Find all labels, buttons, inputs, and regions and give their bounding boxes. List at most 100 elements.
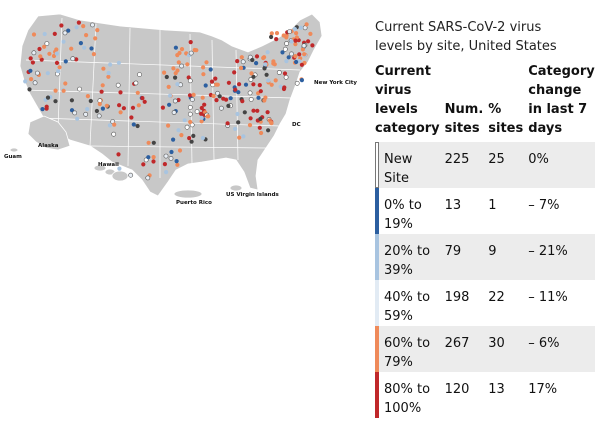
site-dot[interactable] <box>266 78 271 83</box>
site-dot[interactable] <box>168 155 174 161</box>
site-dot[interactable] <box>274 37 279 42</box>
site-dot[interactable] <box>146 140 151 145</box>
site-dot[interactable] <box>215 90 220 96</box>
site-dot[interactable] <box>242 110 247 115</box>
site-dot[interactable] <box>112 122 117 127</box>
site-dot[interactable] <box>32 80 38 86</box>
site-dot[interactable] <box>191 92 196 97</box>
site-dot[interactable] <box>257 125 262 130</box>
site-dot[interactable] <box>273 78 278 83</box>
site-dot[interactable] <box>237 82 242 87</box>
site-dot[interactable] <box>42 44 47 49</box>
site-dot[interactable] <box>130 105 136 110</box>
site-dot[interactable] <box>241 134 246 139</box>
site-dot[interactable] <box>240 99 245 104</box>
site-dot[interactable] <box>256 95 261 100</box>
site-dot[interactable] <box>176 128 181 133</box>
site-dot[interactable] <box>243 82 249 87</box>
site-dot[interactable] <box>199 105 204 111</box>
site-dot[interactable] <box>238 65 244 71</box>
site-dot[interactable] <box>108 62 113 67</box>
site-dot[interactable] <box>176 60 181 65</box>
site-dot[interactable] <box>89 46 94 51</box>
site-dot[interactable] <box>200 95 205 100</box>
site-dot[interactable] <box>310 43 315 48</box>
site-dot[interactable] <box>151 155 156 160</box>
site-dot[interactable] <box>121 106 126 111</box>
site-dot[interactable] <box>265 110 270 115</box>
site-dot[interactable] <box>171 110 177 115</box>
site-dot[interactable] <box>118 90 123 95</box>
site-dot[interactable] <box>263 62 268 67</box>
site-dot[interactable] <box>171 137 176 142</box>
site-dot[interactable] <box>82 45 87 50</box>
site-dot[interactable] <box>28 68 33 73</box>
site-dot[interactable] <box>75 116 80 121</box>
site-dot[interactable] <box>264 72 269 77</box>
site-dot[interactable] <box>232 70 237 75</box>
site-dot[interactable] <box>97 101 102 107</box>
site-dot[interactable] <box>282 46 288 52</box>
site-dot[interactable] <box>53 99 58 104</box>
site-dot[interactable] <box>284 59 289 64</box>
site-dot[interactable] <box>116 152 121 157</box>
site-dot[interactable] <box>137 72 142 77</box>
site-dot[interactable] <box>294 30 299 36</box>
site-dot[interactable] <box>299 78 304 83</box>
site-dot[interactable] <box>94 108 99 114</box>
site-dot[interactable] <box>106 70 111 76</box>
site-map[interactable]: Guam Alaska Hawaii Puerto Rico US Virgin… <box>0 0 365 438</box>
site-dot[interactable] <box>235 59 240 64</box>
site-dot[interactable] <box>62 30 68 36</box>
site-dot[interactable] <box>293 38 298 43</box>
site-dot[interactable] <box>128 172 134 178</box>
site-dot[interactable] <box>129 115 134 120</box>
site-dot[interactable] <box>93 36 98 41</box>
site-dot[interactable] <box>217 94 222 99</box>
site-dot[interactable] <box>78 41 83 46</box>
site-dot[interactable] <box>160 105 165 110</box>
site-dot[interactable] <box>187 93 193 98</box>
site-dot[interactable] <box>38 54 43 59</box>
site-dot[interactable] <box>189 97 195 102</box>
site-dot[interactable] <box>239 55 244 60</box>
site-dot[interactable] <box>280 50 285 55</box>
site-dot[interactable] <box>29 77 34 82</box>
site-dot[interactable] <box>151 159 156 164</box>
site-dot[interactable] <box>27 87 32 92</box>
site-dot[interactable] <box>192 47 197 53</box>
site-dot[interactable] <box>83 111 89 117</box>
site-dot[interactable] <box>107 123 112 128</box>
site-dot[interactable] <box>294 80 300 86</box>
site-dot[interactable] <box>175 82 180 87</box>
site-dot[interactable] <box>133 80 139 86</box>
site-dot[interactable] <box>167 93 173 98</box>
site-dot[interactable] <box>136 103 141 108</box>
site-dot[interactable] <box>63 59 68 64</box>
site-dot[interactable] <box>72 110 78 116</box>
site-dot[interactable] <box>88 98 93 104</box>
site-dot[interactable] <box>289 51 294 57</box>
site-dot[interactable] <box>61 39 66 44</box>
site-dot[interactable] <box>194 109 200 114</box>
site-dot[interactable] <box>173 45 178 50</box>
site-dot[interactable] <box>259 130 264 136</box>
site-dot[interactable] <box>175 162 180 167</box>
site-dot[interactable] <box>191 133 196 138</box>
site-dot[interactable] <box>265 50 270 55</box>
site-dot[interactable] <box>151 140 156 145</box>
site-dot[interactable] <box>142 99 147 104</box>
site-dot[interactable] <box>61 88 66 93</box>
site-dot[interactable] <box>254 54 260 59</box>
site-dot[interactable] <box>187 136 192 141</box>
site-dot[interactable] <box>261 55 266 61</box>
site-dot[interactable] <box>175 53 180 58</box>
site-dot[interactable] <box>274 30 280 36</box>
site-dot[interactable] <box>199 115 204 120</box>
site-dot[interactable] <box>262 98 267 103</box>
site-dot[interactable] <box>37 46 42 52</box>
site-dot[interactable] <box>205 114 210 119</box>
site-dot[interactable] <box>293 42 298 47</box>
site-dot[interactable] <box>117 166 122 171</box>
site-dot[interactable] <box>35 70 40 76</box>
